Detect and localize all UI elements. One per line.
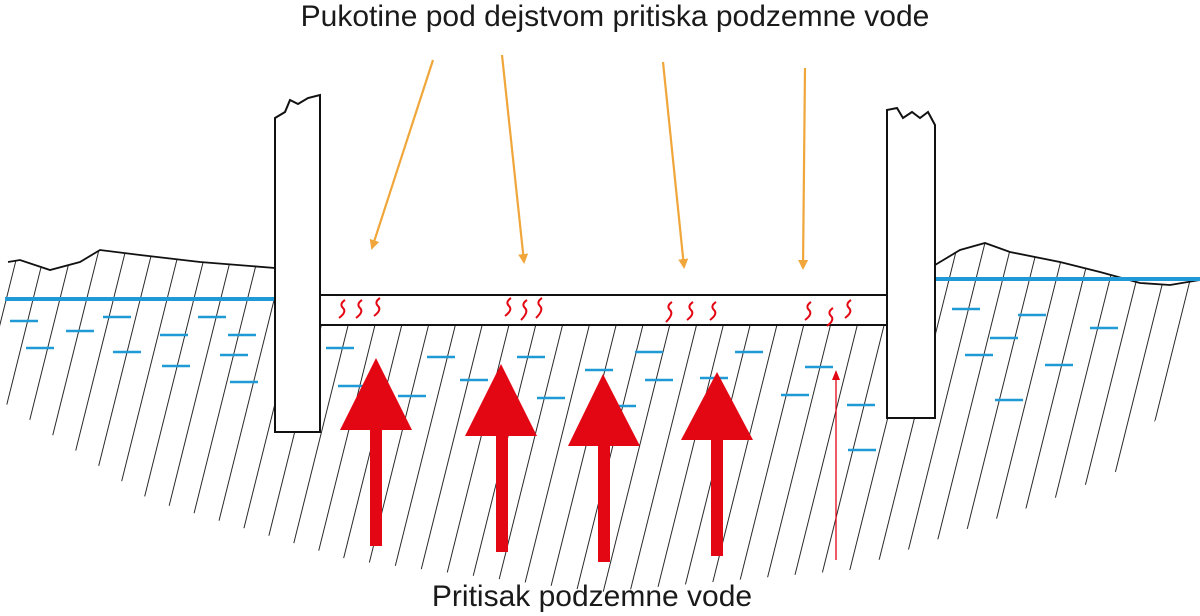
terrain-right xyxy=(934,242,1200,286)
left-wall xyxy=(274,93,321,433)
water-dashes xyxy=(10,307,1118,452)
right-wall xyxy=(886,106,936,419)
terrain-left xyxy=(7,249,276,271)
cracks xyxy=(338,297,852,327)
pressure-arrows xyxy=(340,358,753,562)
title: Pukotine pod dejstvom pritiska podzemne … xyxy=(301,0,930,33)
crack-pointers xyxy=(369,54,809,270)
bottom-label: Pritisak podzemne vode xyxy=(432,580,752,613)
slab xyxy=(319,294,888,326)
